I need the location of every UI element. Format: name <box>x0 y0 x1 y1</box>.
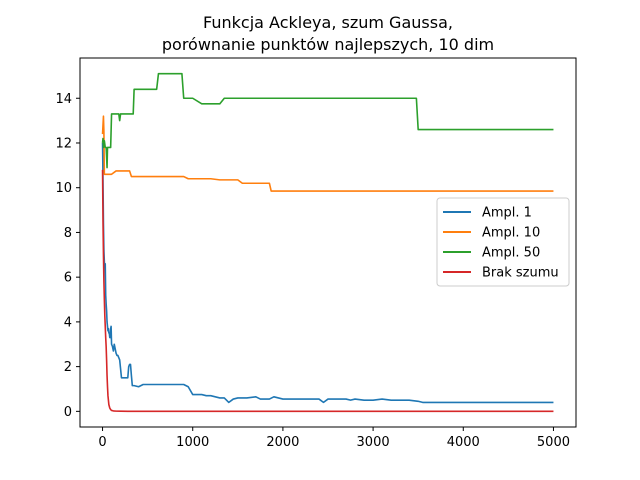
series-line-4 <box>101 169 554 413</box>
legend-label-4: Brak szumu <box>482 266 559 281</box>
series-layer <box>101 72 554 413</box>
legend-label-2: Ampl. 10 <box>482 226 540 241</box>
y-tick-label: 4 <box>64 315 72 330</box>
plot-frame <box>79 57 577 428</box>
legend-box <box>436 197 570 287</box>
x-tick-label: 2000 <box>266 435 299 450</box>
legend-label-3: Ampl. 50 <box>482 246 540 261</box>
chart-title-line-2: porównanie punktów najlepszych, 10 dim <box>162 35 494 54</box>
series-line-2 <box>101 115 554 192</box>
y-tick-label: 10 <box>55 181 72 196</box>
x-tick-label: 5000 <box>537 435 570 450</box>
series-line-3 <box>101 72 554 169</box>
y-tick-label: 0 <box>64 405 72 420</box>
x-tick-label: 3000 <box>357 435 390 450</box>
x-tick-label: 4000 <box>447 435 480 450</box>
y-tick-label: 6 <box>64 271 72 286</box>
y-tick-label: 12 <box>55 136 72 151</box>
x-tick-label: 0 <box>98 435 106 450</box>
y-tick-label: 14 <box>55 92 72 107</box>
series-line-1 <box>101 142 554 404</box>
legend-label-1: Ampl. 1 <box>482 206 532 221</box>
x-tick-label: 1000 <box>176 435 209 450</box>
legend: Ampl. 1 Ampl. 10 Ampl. 50 Brak szumu <box>436 197 570 287</box>
axis-layer: 0 1000 2000 3000 4000 5000 0 2 4 6 8 10 12 14 <box>55 57 577 450</box>
chart-title-line-1: Funkcja Ackleya, szum Gaussa, <box>203 13 453 32</box>
y-tick-label: 8 <box>64 226 72 241</box>
y-tick-label: 2 <box>64 360 72 375</box>
